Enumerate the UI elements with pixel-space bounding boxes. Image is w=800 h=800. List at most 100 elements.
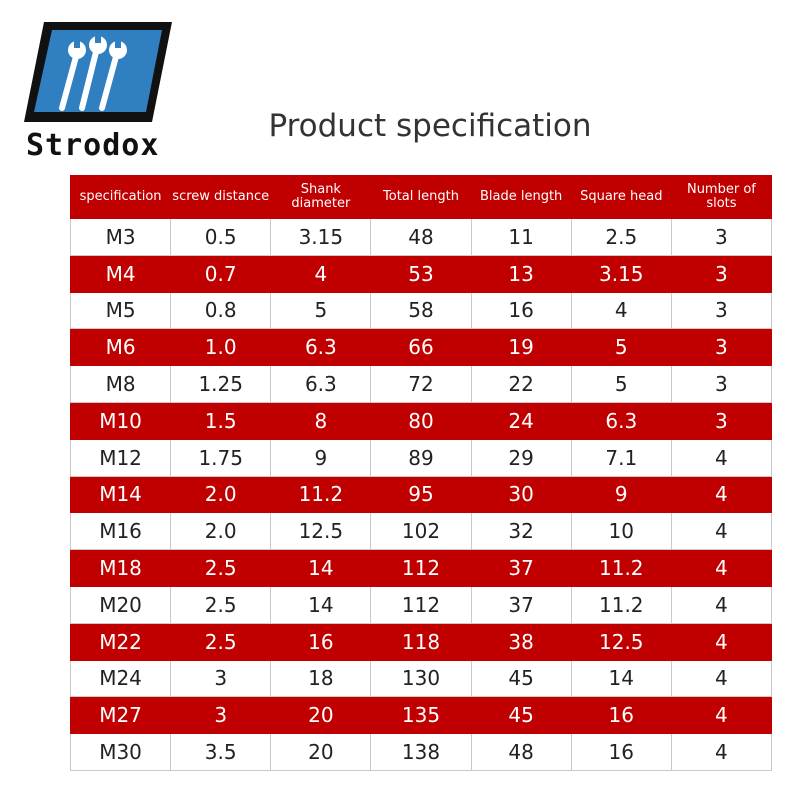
table-cell: 2.5	[570, 218, 672, 256]
table-cell: 13	[470, 254, 572, 293]
table-cell: 53	[370, 254, 472, 293]
table-cell: 32	[470, 512, 572, 551]
table-cell: 72	[370, 365, 472, 403]
table-cell: 95	[370, 475, 472, 514]
table-cell: 11	[470, 218, 572, 256]
table-cell: 9	[270, 438, 372, 477]
table-cell: 118	[370, 622, 472, 661]
table-cell: 58	[370, 291, 472, 330]
table-cell: 3	[670, 291, 773, 330]
table-cell: 14	[270, 585, 372, 624]
header-cell: Number of slots	[670, 175, 773, 219]
table-cell: 3	[670, 365, 773, 403]
table-cell: 16	[570, 696, 672, 735]
table-cell: 20	[270, 696, 372, 735]
table-cell: M12	[69, 438, 172, 477]
table-cell: 66	[370, 328, 472, 367]
table-cell: 80	[370, 401, 472, 440]
table-row: M6 1.0 6.3 66 19 5 3	[69, 328, 773, 367]
table-row: M10 1.5 8 80 24 6.3 3	[69, 401, 773, 440]
table-cell: 6.3	[270, 328, 372, 367]
table-cell: 45	[470, 659, 572, 698]
table-cell: 30	[470, 475, 572, 514]
table-row: M18 2.5 14 112 37 11.2 4	[69, 549, 773, 587]
table-cell: 2.0	[170, 475, 272, 514]
table-cell: M5	[69, 291, 172, 330]
table-cell: M6	[69, 328, 172, 367]
table-cell: 22	[470, 365, 572, 403]
table-cell: 2.5	[170, 622, 272, 661]
table-cell: 16	[270, 622, 372, 661]
table-cell: 10	[570, 512, 672, 551]
table-cell: 14	[270, 549, 372, 587]
header-cell: Square head	[570, 175, 672, 219]
table-cell: 4	[670, 696, 773, 735]
table-row: M3 0.5 3.15 48 11 2.5 3	[69, 218, 773, 256]
table-cell: 130	[370, 659, 472, 698]
table-cell: 12.5	[570, 622, 672, 661]
title: Product specification	[268, 108, 592, 144]
table-row: M8 1.25 6.3 72 22 5 3	[69, 365, 773, 403]
table-cell: M3	[69, 218, 172, 256]
table-cell: 3.15	[570, 254, 672, 293]
table-cell: 29	[470, 438, 572, 477]
table-cell: M8	[69, 365, 172, 403]
table-cell: 7.1	[570, 438, 672, 477]
table-cell: 16	[570, 733, 672, 771]
table-cell: 18	[270, 659, 372, 698]
table-cell: 5	[570, 328, 672, 367]
table-cell: 5	[570, 365, 672, 403]
table-cell: 37	[470, 585, 572, 624]
table-cell: M20	[69, 585, 172, 624]
table-cell: 3	[670, 401, 773, 440]
table-cell: 3.15	[270, 218, 372, 256]
header-cell: specification	[69, 175, 172, 219]
table-cell: 37	[470, 549, 572, 587]
table-cell: M16	[69, 512, 172, 551]
table-cell: 1.75	[170, 438, 272, 477]
table-cell: 4	[670, 438, 773, 477]
table-row: M30 3.5 20 138 48 16 4	[69, 733, 773, 771]
table-cell: 4	[670, 475, 773, 514]
header-cell: Total length	[370, 175, 472, 219]
table-cell: 138	[370, 733, 472, 771]
table-cell: 3.5	[170, 733, 272, 771]
table-cell: 112	[370, 585, 472, 624]
header-cell: screw distance	[170, 175, 272, 219]
table-cell: M10	[69, 401, 172, 440]
table-cell: 16	[470, 291, 572, 330]
table-cell: 11.2	[570, 549, 672, 587]
table-cell: 1.0	[170, 328, 272, 367]
table-cell: 4	[570, 291, 672, 330]
table-cell: 102	[370, 512, 472, 551]
table-cell: 3	[670, 254, 773, 293]
table-cell: 14	[570, 659, 672, 698]
table-row: M4 0.7 4 53 13 3.15 3	[69, 254, 773, 293]
table-cell: M24	[69, 659, 172, 698]
table-cell: 48	[370, 218, 472, 256]
table-cell: 4	[670, 659, 773, 698]
table-cell: 0.7	[170, 254, 272, 293]
table-cell: 9	[570, 475, 672, 514]
table-cell: 4	[670, 733, 773, 771]
table-cell: 24	[470, 401, 572, 440]
logo-icon	[24, 22, 172, 122]
table-cell: 38	[470, 622, 572, 661]
logo-text: Strodox	[26, 128, 160, 163]
table-row: M27 3 20 135 45 16 4	[69, 696, 773, 735]
table-cell: 8	[270, 401, 372, 440]
table-cell: 3	[670, 218, 773, 256]
table-cell: 89	[370, 438, 472, 477]
table-cell: 0.8	[170, 291, 272, 330]
header-row: specification screw distance Shank diamete…	[69, 175, 773, 219]
table-cell: 11.2	[570, 585, 672, 624]
table-row: M5 0.8 5 58 16 4 3	[69, 291, 773, 330]
table-row: M22 2.5 16 118 38 12.5 4	[69, 622, 773, 661]
table-cell: 4	[670, 549, 773, 587]
table-cell: 3	[670, 328, 773, 367]
table-cell: 3	[170, 659, 272, 698]
table-cell: 6.3	[570, 401, 672, 440]
spec-table: specification screw distance Shank diamete…	[69, 175, 773, 771]
table-cell: 5	[270, 291, 372, 330]
table-cell: M14	[69, 475, 172, 514]
